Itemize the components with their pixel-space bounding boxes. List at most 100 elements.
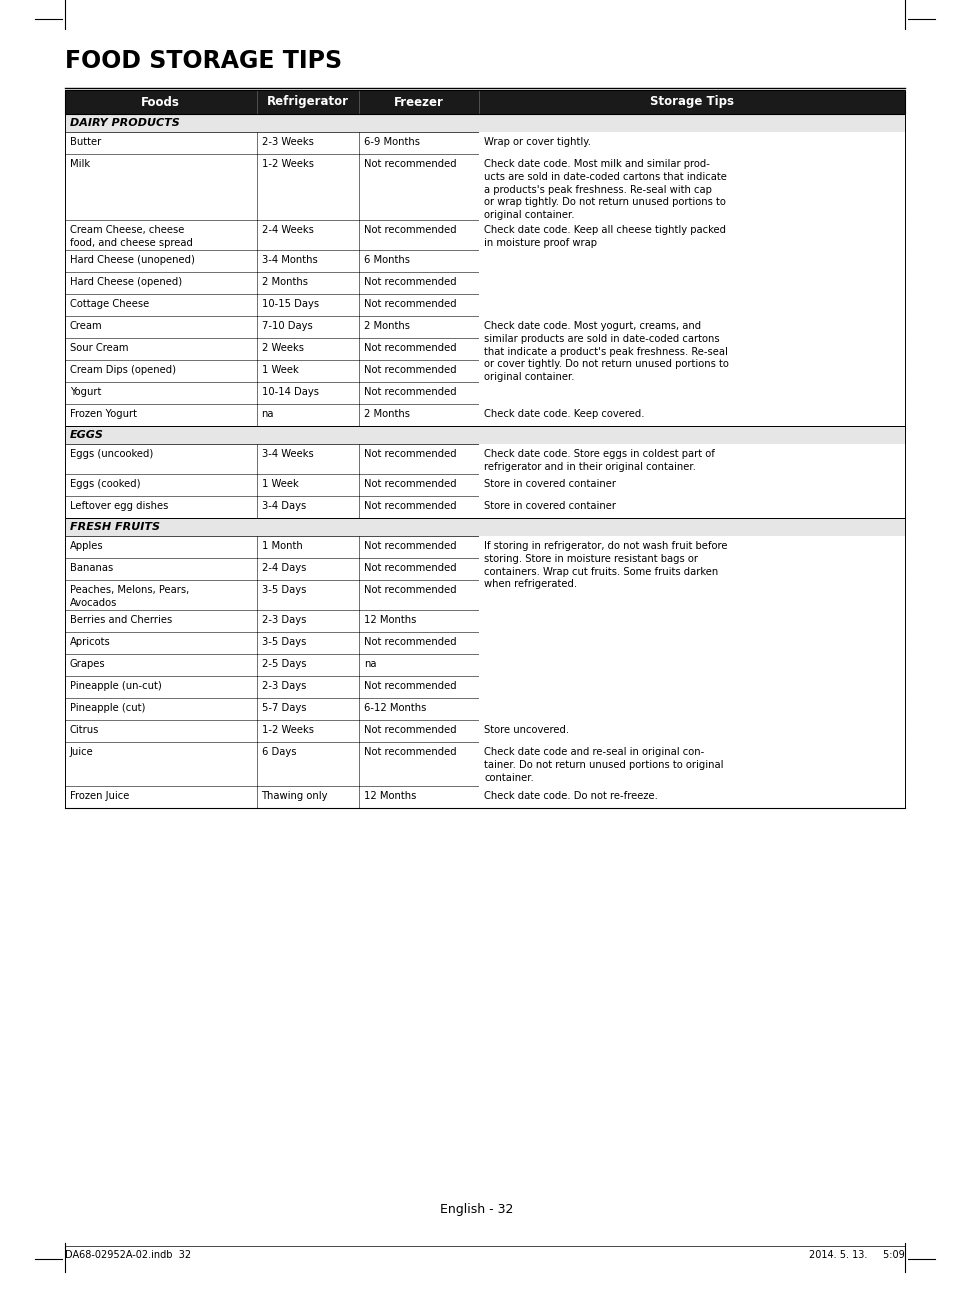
Text: Cottage Cheese: Cottage Cheese [70, 299, 149, 310]
Text: Not recommended: Not recommended [364, 449, 456, 459]
Text: Freezer: Freezer [394, 95, 443, 108]
Bar [65, 496, 904, 518]
Text: 6-12 Months: 6-12 Months [364, 703, 426, 713]
Bar [65, 677, 904, 699]
Bar [65, 338, 904, 360]
Text: 3-4 Days: 3-4 Days [261, 501, 306, 511]
Bar [478, 474, 904, 496]
Bar [478, 220, 904, 316]
Bar [65, 654, 904, 677]
Text: Not recommended: Not recommended [364, 366, 456, 375]
Text: Leftover egg dishes: Leftover egg dishes [70, 501, 168, 511]
Bar [478, 405, 904, 425]
Text: Not recommended: Not recommended [364, 637, 456, 647]
Bar [478, 786, 904, 808]
Text: Storage Tips: Storage Tips [649, 95, 733, 108]
Text: Not recommended: Not recommended [364, 747, 456, 757]
Bar [478, 742, 904, 786]
Bar [65, 131, 904, 154]
Bar [478, 536, 904, 719]
Text: 2 Months: 2 Months [364, 409, 410, 419]
Bar [478, 154, 904, 220]
Text: Not recommended: Not recommended [364, 563, 456, 572]
Text: Check date code. Most yogurt, creams, and
similar products are sold in date-code: Check date code. Most yogurt, creams, an… [483, 321, 728, 382]
Text: FRESH FRUITS: FRESH FRUITS [70, 522, 160, 532]
Text: Not recommended: Not recommended [364, 343, 456, 353]
Bar [65, 518, 904, 536]
Text: Hard Cheese (unopened): Hard Cheese (unopened) [70, 255, 194, 265]
Bar [65, 699, 904, 719]
Bar [65, 444, 904, 474]
Text: Store uncovered.: Store uncovered. [483, 725, 569, 735]
Bar [65, 425, 904, 444]
Text: 1 Week: 1 Week [261, 366, 298, 375]
Bar [65, 90, 904, 114]
Text: 2 Months: 2 Months [364, 321, 410, 330]
Text: 3-4 Months: 3-4 Months [261, 255, 317, 265]
Text: Not recommended: Not recommended [364, 585, 456, 595]
Text: Cream: Cream [70, 321, 103, 330]
Text: Refrigerator: Refrigerator [267, 95, 349, 108]
Text: na: na [364, 660, 376, 669]
Text: Juice: Juice [70, 747, 93, 757]
Text: Frozen Yogurt: Frozen Yogurt [70, 409, 137, 419]
Bar [478, 131, 904, 154]
Text: Milk: Milk [70, 159, 90, 169]
Text: 6-9 Months: 6-9 Months [364, 137, 419, 147]
Text: Frozen Juice: Frozen Juice [70, 791, 130, 801]
Text: 1-2 Weeks: 1-2 Weeks [261, 159, 314, 169]
Text: Not recommended: Not recommended [364, 386, 456, 397]
Bar [65, 272, 904, 294]
Text: Check date code. Keep all cheese tightly packed
in moisture proof wrap: Check date code. Keep all cheese tightly… [483, 225, 725, 247]
Text: FOOD STORAGE TIPS: FOOD STORAGE TIPS [65, 49, 342, 73]
Text: Not recommended: Not recommended [364, 541, 456, 552]
Text: 3-4 Weeks: 3-4 Weeks [261, 449, 313, 459]
Bar [65, 786, 904, 808]
Text: 2 Weeks: 2 Weeks [261, 343, 303, 353]
Text: Store in covered container: Store in covered container [483, 479, 616, 489]
Bar [65, 405, 904, 425]
Text: 12 Months: 12 Months [364, 791, 416, 801]
Text: Apricots: Apricots [70, 637, 111, 647]
Text: Not recommended: Not recommended [364, 159, 456, 169]
Text: 12 Months: 12 Months [364, 615, 416, 624]
Text: Sour Cream: Sour Cream [70, 343, 129, 353]
Text: 6 Days: 6 Days [261, 747, 295, 757]
Text: na: na [261, 409, 274, 419]
Bar [478, 316, 904, 405]
Text: Apples: Apples [70, 541, 104, 552]
Text: 3-5 Days: 3-5 Days [261, 585, 306, 595]
Text: Eggs (cooked): Eggs (cooked) [70, 479, 140, 489]
Text: Citrus: Citrus [70, 725, 99, 735]
Text: 2-3 Days: 2-3 Days [261, 615, 306, 624]
Bar [65, 580, 904, 610]
Text: 7-10 Days: 7-10 Days [261, 321, 312, 330]
Bar [65, 90, 904, 114]
Text: Check date code. Do not re-freeze.: Check date code. Do not re-freeze. [483, 791, 658, 801]
Text: EGGS: EGGS [70, 431, 104, 440]
Bar [478, 719, 904, 742]
Text: 2-4 Days: 2-4 Days [261, 563, 306, 572]
Text: Pineapple (un-cut): Pineapple (un-cut) [70, 680, 162, 691]
Text: 2014. 5. 13.     5:09: 2014. 5. 13. 5:09 [808, 1250, 904, 1259]
Text: 2 Months: 2 Months [261, 277, 307, 288]
Text: 2-4 Weeks: 2-4 Weeks [261, 225, 314, 235]
Bar [65, 719, 904, 742]
Text: Hard Cheese (opened): Hard Cheese (opened) [70, 277, 182, 288]
Text: Bananas: Bananas [70, 563, 113, 572]
Text: 10-15 Days: 10-15 Days [261, 299, 318, 310]
Text: Not recommended: Not recommended [364, 277, 456, 288]
Text: Berries and Cherries: Berries and Cherries [70, 615, 172, 624]
Bar [65, 742, 904, 786]
Text: Not recommended: Not recommended [364, 299, 456, 310]
Text: Not recommended: Not recommended [364, 680, 456, 691]
Text: 1 Week: 1 Week [261, 479, 298, 489]
Bar [65, 316, 904, 338]
Bar [65, 632, 904, 654]
Bar [65, 474, 904, 496]
Text: 2-5 Days: 2-5 Days [261, 660, 306, 669]
Text: Not recommended: Not recommended [364, 479, 456, 489]
Bar [65, 220, 904, 250]
Text: 1 Month: 1 Month [261, 541, 302, 552]
Text: 2-3 Days: 2-3 Days [261, 680, 306, 691]
